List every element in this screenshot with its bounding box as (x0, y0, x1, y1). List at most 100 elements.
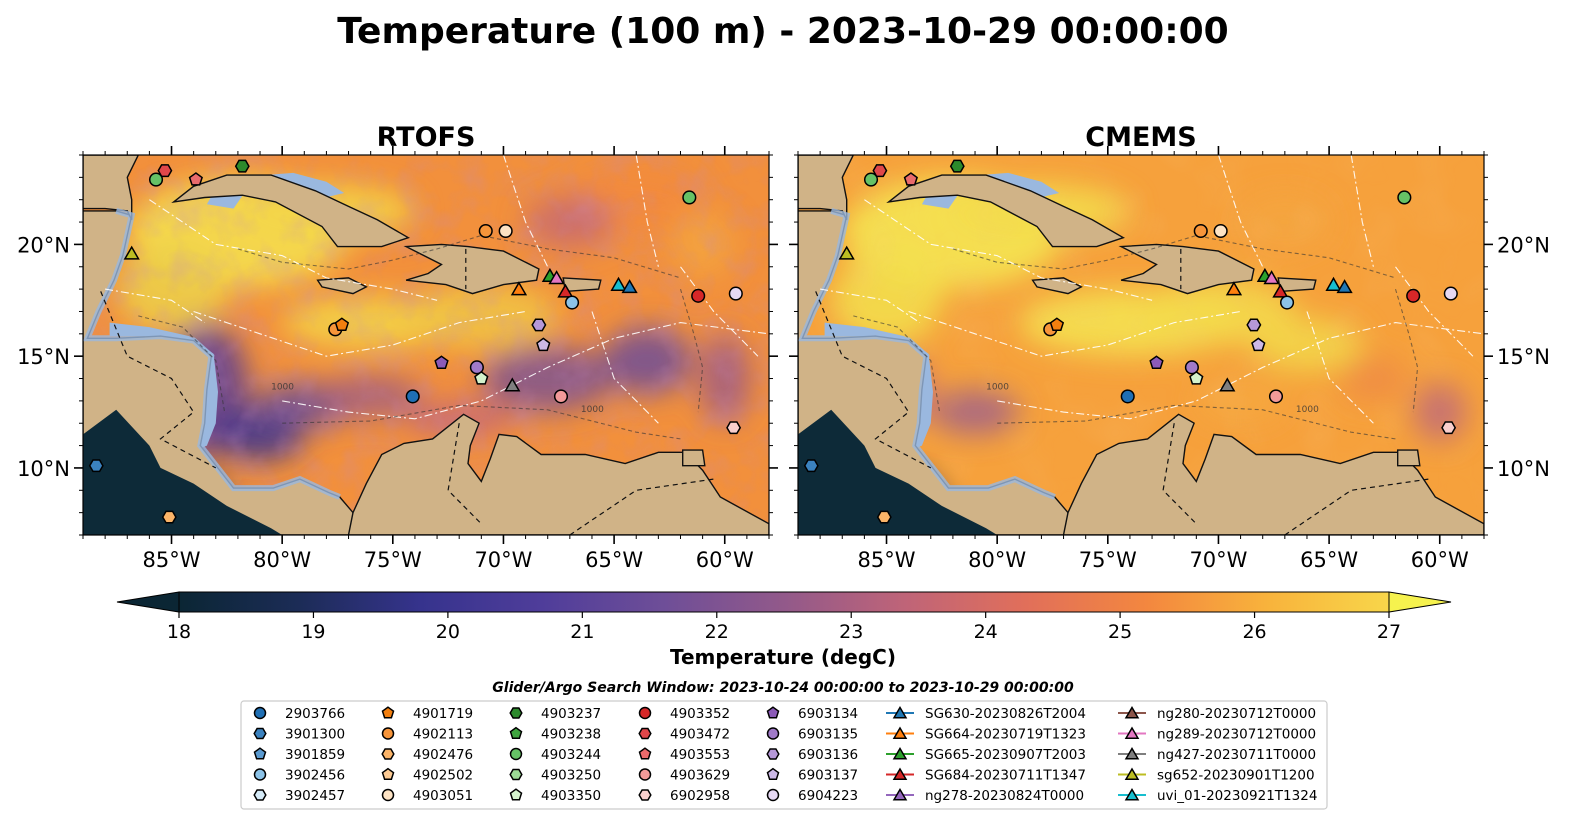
colorbar-tick-label: 18 (167, 621, 191, 643)
boundary-line (864, 199, 1153, 301)
contour-label: 1000 (581, 405, 604, 415)
observation-marker (510, 281, 528, 296)
x-tick-label: 70°W (1189, 548, 1247, 572)
x-tick-label: 65°W (1300, 548, 1358, 572)
observation-marker (161, 510, 177, 524)
legend-label: 4901719 (413, 706, 473, 722)
observation-marker (1406, 288, 1421, 303)
y-tick-label: 20°N (17, 233, 70, 257)
legend-label: 4903051 (413, 788, 473, 804)
observation-marker (863, 172, 879, 187)
observation-marker (405, 389, 420, 404)
boundary-line (997, 322, 1484, 420)
observation-marker (1120, 389, 1135, 404)
observation-marker (434, 355, 449, 369)
legend-marker (1124, 767, 1140, 781)
colorbar: 18 19 20 21 22 23 24 25 26 27 Temperature (degC) (116, 591, 1452, 669)
legend: Glider/Argo Search Window: 2023-10-24 00… (240, 680, 1328, 810)
boundary-line (680, 266, 759, 357)
legend-label: 4903350 (541, 788, 601, 804)
x-tick-label: 85°W (143, 548, 201, 572)
land-pacific (83, 409, 283, 535)
legend-label: 4903238 (541, 727, 601, 743)
bathymetry-contour (997, 404, 1396, 440)
y-tick-label: 15°N (17, 345, 70, 369)
x-tick-label: 60°W (1411, 548, 1469, 572)
boundary-line (1306, 311, 1374, 424)
observation-marker (1246, 318, 1262, 332)
observation-marker (1441, 421, 1457, 435)
observation-marker (610, 276, 627, 291)
legend-label: 4903237 (541, 706, 601, 722)
observation-marker (531, 318, 547, 332)
y-tick-label: 15°N (1497, 345, 1550, 369)
land-puertorico (1277, 277, 1317, 293)
boundary-line (502, 155, 549, 268)
observation-marker (234, 159, 250, 173)
figure-title: Temperature (100 m) - 2023-10-29 00:00:0… (337, 11, 1228, 52)
bathymetry-contour (282, 404, 681, 440)
legend-label: SG684-20230711T1347 (925, 768, 1086, 784)
legend-label: SG665-20230907T2003 (925, 747, 1086, 763)
observation-marker (1397, 190, 1412, 205)
bathymetry-contour (237, 234, 681, 279)
observation-marker (876, 510, 892, 524)
legend-marker (253, 789, 267, 801)
legend-marker (892, 706, 908, 719)
legend-label: 4903352 (670, 706, 730, 722)
colorbar-tick-label: 21 (570, 621, 594, 643)
observation-marker (1184, 360, 1199, 375)
boundary-line (105, 288, 206, 324)
legend-label: 6903134 (798, 706, 858, 722)
bathymetry-contour (853, 315, 941, 413)
legend-marker (381, 706, 395, 719)
legend-label: sg652-20230901T1200 (1157, 768, 1315, 784)
legend-marker (381, 727, 395, 740)
land-cuba (886, 174, 1125, 248)
observation-marker (474, 370, 489, 385)
contour-label: 1000 (1296, 405, 1319, 415)
legend-label: SG664-20230719T1323 (925, 727, 1086, 743)
legend-label: ng427-20230711T0000 (1157, 747, 1316, 763)
observation-marker (1268, 389, 1284, 404)
legend-marker (381, 767, 395, 780)
legend-marker (766, 788, 780, 802)
observation-marker (1193, 223, 1208, 239)
observation-markers (803, 159, 1458, 524)
legend-label: ng280-20230712T0000 (1157, 706, 1316, 722)
observation-marker (1336, 279, 1353, 294)
land-hispaniola (403, 243, 540, 295)
coastal-shelf (798, 208, 1056, 500)
observation-marker (949, 159, 965, 173)
panel-frame (82, 154, 770, 536)
observation-marker (728, 286, 743, 301)
observation-marker (88, 459, 104, 473)
legend-label: 3902456 (285, 768, 345, 784)
observation-marker (1263, 270, 1280, 285)
legend-label: 4903472 (670, 727, 730, 743)
legend-label: 4902502 (413, 768, 473, 784)
legend-marker (638, 789, 652, 801)
contour-label: 1000 (271, 383, 294, 393)
legend-label: 4902476 (413, 747, 473, 763)
legend-marker (766, 727, 780, 740)
legend-marker (253, 727, 267, 740)
legend-label: 4903244 (541, 747, 601, 763)
observation-marker (1189, 370, 1204, 385)
land-puertorico (562, 277, 602, 293)
land-cuba (171, 174, 410, 248)
y-tick-label: 20°N (1497, 233, 1550, 257)
panel-frame (797, 154, 1485, 536)
colorbar-tick-label: 19 (301, 621, 325, 643)
legend-marker (892, 747, 908, 760)
legend-marker (892, 788, 908, 801)
country-border (447, 423, 482, 525)
panel-title: RTOFS (377, 122, 476, 153)
observation-markers (88, 159, 743, 524)
legend-label: 3902457 (285, 788, 345, 804)
observation-marker (1272, 283, 1289, 298)
land-southam (1062, 413, 1484, 535)
legend-marker (638, 768, 652, 781)
legend-marker (509, 768, 523, 781)
observation-marker (565, 295, 580, 310)
